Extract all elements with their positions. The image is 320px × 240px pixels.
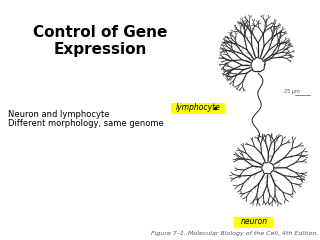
Polygon shape: [251, 57, 265, 72]
Text: neuron: neuron: [240, 217, 268, 227]
FancyBboxPatch shape: [234, 216, 274, 228]
Text: Different morphology, same genome: Different morphology, same genome: [8, 119, 164, 128]
Text: Figure 7–1. Molecular Biology of the Cell, 4th Edition.: Figure 7–1. Molecular Biology of the Cel…: [151, 231, 318, 236]
Text: 25 μm: 25 μm: [284, 90, 300, 95]
Text: Neuron and lymphocyte: Neuron and lymphocyte: [8, 110, 109, 119]
Text: Control of Gene
Expression: Control of Gene Expression: [33, 25, 167, 57]
Text: lymphocyte: lymphocyte: [176, 103, 220, 113]
FancyBboxPatch shape: [171, 102, 225, 114]
Polygon shape: [262, 162, 275, 174]
